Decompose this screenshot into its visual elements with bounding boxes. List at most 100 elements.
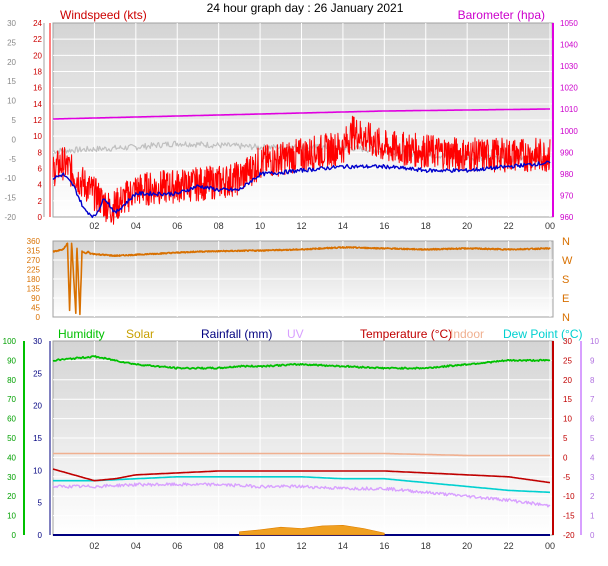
x-tick-label: 04 (131, 221, 141, 231)
barometer-tick: 1050 (560, 19, 578, 28)
series-line-wind-direction (52, 242, 551, 316)
barometer-axis-label: Barometer (hpa) (458, 8, 545, 22)
x-tick-label: 20 (462, 221, 472, 231)
windspeed-tick: 16 (33, 84, 42, 93)
direction-compass-label: N (562, 236, 570, 248)
windspeed-tick: 18 (33, 68, 42, 77)
wind-outer-left-tick: 0 (12, 135, 17, 144)
uv-tick: 6 (590, 415, 595, 424)
rainfall-tick: 0 (38, 531, 43, 540)
rainfall-tick: 5 (38, 499, 43, 508)
uv-tick: 8 (590, 376, 595, 385)
legend-dew-point: Dew Point (°C) (503, 327, 582, 341)
x-tick-label: 14 (338, 221, 348, 231)
humidity-tick: 60 (7, 415, 16, 424)
rainfall-tick: 20 (33, 402, 42, 411)
uv-tick: 3 (590, 473, 595, 482)
temperature-tick: 15 (563, 395, 572, 404)
uv-tick: 10 (590, 337, 599, 346)
windspeed-tick: 6 (38, 165, 43, 174)
temperature-tick: 20 (563, 376, 572, 385)
page-title: 24 hour graph day : 26 January 2021 (207, 1, 404, 15)
legend-humidity: Humidity (58, 327, 105, 341)
windspeed-axis-label: Windspeed (kts) (60, 8, 147, 22)
wind-outer-left-tick: -15 (4, 194, 16, 203)
barometer-tick: 1000 (560, 127, 578, 136)
barometer-tick: 1030 (560, 62, 578, 71)
direction-tick: 360 (27, 237, 41, 246)
direction-tick: 270 (27, 256, 41, 265)
x-tick-label: 16 (379, 541, 389, 551)
temperature-tick: 0 (563, 453, 568, 462)
direction-tick: 0 (36, 313, 41, 322)
direction-tick: 180 (27, 275, 41, 284)
wind-outer-left-tick: -5 (9, 155, 17, 164)
windspeed-tick: 2 (38, 197, 43, 206)
series-line-uv (52, 482, 551, 508)
humidity-tick: 100 (3, 337, 17, 346)
humidity-tick: 90 (7, 356, 16, 365)
x-tick-label: 12 (296, 541, 306, 551)
barometer-tick: 980 (560, 170, 574, 179)
rainfall-tick: 15 (33, 434, 42, 443)
uv-tick: 1 (590, 512, 595, 521)
x-tick-label: 02 (89, 221, 99, 231)
direction-tick: 135 (27, 285, 41, 294)
series-line-humidity (52, 355, 551, 370)
x-tick-label: 14 (338, 541, 348, 551)
rainfall-tick: 30 (33, 337, 42, 346)
x-tick-label: 18 (421, 541, 431, 551)
x-tick-label: 08 (214, 541, 224, 551)
temperature-tick: -10 (563, 492, 575, 501)
direction-compass-label: W (562, 255, 573, 267)
windspeed-tick: 14 (33, 100, 42, 109)
x-tick-label: 16 (379, 221, 389, 231)
humidity-tick: 50 (7, 434, 16, 443)
x-tick-label: 04 (131, 541, 141, 551)
temperature-tick: -5 (563, 473, 571, 482)
windspeed-tick: 4 (38, 181, 43, 190)
humidity-tick: 10 (7, 512, 16, 521)
wind-outer-left-tick: 5 (12, 116, 17, 125)
legend-rainfall: Rainfall (mm) (201, 327, 272, 341)
tick-labels: 0202040406060808101012121414161618182020… (3, 19, 600, 551)
x-tick-label: 10 (255, 221, 265, 231)
x-tick-label: 22 (504, 541, 514, 551)
humidity-tick: 0 (12, 531, 17, 540)
rainfall-tick: 10 (33, 466, 42, 475)
x-tick-label: 02 (89, 541, 99, 551)
direction-tick: 45 (31, 304, 40, 313)
series-line-indoor (53, 452, 550, 457)
windspeed-tick: 8 (38, 148, 43, 157)
series-line-windchill (52, 160, 551, 219)
legend-temperature: Temperature (°C) (360, 327, 452, 341)
windspeed-tick: 0 (38, 213, 43, 222)
humidity-tick: 20 (7, 492, 16, 501)
direction-compass-label: E (562, 293, 569, 305)
direction-tick: 225 (27, 266, 41, 275)
wind-outer-left-tick: 20 (7, 58, 16, 67)
direction-tick: 90 (31, 294, 40, 303)
x-tick-label: 00 (545, 221, 555, 231)
x-tick-label: 06 (172, 221, 182, 231)
x-tick-label: 12 (296, 221, 306, 231)
barometer-tick: 1010 (560, 105, 578, 114)
series-lines (52, 108, 551, 536)
legend-uv: UV (287, 327, 304, 341)
uv-tick: 5 (590, 434, 595, 443)
direction-tick: 315 (27, 247, 41, 256)
x-tick-label: 06 (172, 541, 182, 551)
barometer-tick: 990 (560, 148, 574, 157)
humidity-tick: 40 (7, 453, 16, 462)
series-area-solar (239, 524, 385, 536)
barometer-tick: 970 (560, 191, 574, 200)
series-line-barometer (53, 108, 550, 120)
humidity-tick: 80 (7, 376, 16, 385)
uv-tick: 4 (590, 453, 595, 462)
temperature-tick: -20 (563, 531, 575, 540)
wind-outer-left-tick: 15 (7, 77, 16, 86)
barometer-tick: 1020 (560, 84, 578, 93)
wind-outer-left-tick: -10 (4, 174, 16, 183)
